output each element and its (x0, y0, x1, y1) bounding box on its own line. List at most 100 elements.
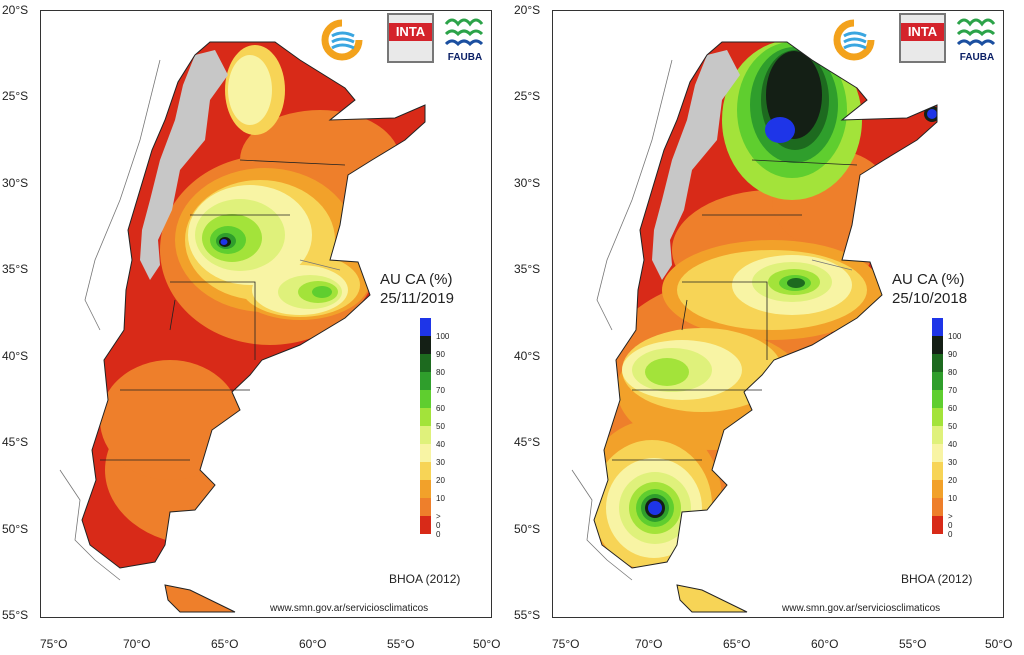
map-title: AU CA (%) (380, 271, 453, 288)
legend-label: 30 (948, 458, 957, 467)
lat-label: 50°S (514, 522, 541, 536)
legend-label: 80 (436, 368, 445, 377)
soil-water-map (59, 41, 426, 613)
lat-label: 35°S (514, 262, 541, 276)
legend-label: > 0 (436, 512, 441, 530)
legend-swatch (932, 462, 943, 480)
legend-swatch (932, 354, 943, 372)
legend-swatch (932, 498, 943, 516)
lon-label: 65°O (723, 637, 751, 651)
legend-label: 50 (436, 422, 445, 431)
legend-swatch (420, 516, 431, 534)
legend-label: 20 (436, 476, 445, 485)
legend-label: 60 (436, 404, 445, 413)
map-date: 25/10/2018 (892, 290, 968, 307)
legend-swatch (932, 408, 943, 426)
legend-label: 20 (948, 476, 957, 485)
legend-swatch (420, 408, 431, 426)
map-title-block: AU CA (%) 25/11/2019 (380, 270, 500, 308)
lat-label: 45°S (514, 435, 541, 449)
lat-label: 25°S (514, 89, 541, 103)
inta-logo-text: INTA (389, 23, 432, 41)
source-url: www.smn.gov.ar/serviciosclimaticos (782, 603, 941, 614)
legend-swatch (420, 318, 431, 336)
legend-label: 30 (436, 458, 445, 467)
legend-label: 90 (436, 350, 445, 359)
legend-label: 10 (436, 494, 445, 503)
lat-label: 55°S (2, 608, 29, 622)
lat-label: 35°S (2, 262, 29, 276)
soil-water-map (571, 41, 938, 613)
lat-label: 20°S (2, 3, 29, 17)
lon-label: 70°O (635, 637, 663, 651)
lat-label: 45°S (2, 435, 29, 449)
legend-swatch (932, 372, 943, 390)
lat-label: 50°S (2, 522, 29, 536)
lon-label: 60°O (811, 637, 839, 651)
fauba-logo-icon: FAUBA (440, 12, 490, 64)
map-panel-2019: 20°S 25°S 30°S 35°S 40°S 45°S 50°S 55°S … (2, 3, 500, 651)
legend-swatch (932, 390, 943, 408)
legend-label: 70 (436, 386, 445, 395)
legend-swatch (420, 336, 431, 354)
legend-swatch (420, 354, 431, 372)
lon-label: 65°O (211, 637, 239, 651)
fauba-logo-icon: FAUBA (952, 12, 1002, 64)
legend-label: 70 (948, 386, 957, 395)
lon-label: 60°O (299, 637, 327, 651)
lon-label: 55°O (387, 637, 415, 651)
legend-swatch (420, 462, 431, 480)
map-title-block: AU CA (%) 25/10/2018 (892, 270, 1012, 308)
argentina-map-2019 (59, 41, 426, 613)
model-source: BHOA (2012) (901, 572, 973, 586)
fauba-waves-icon (442, 14, 488, 50)
legend-label: 100 (436, 332, 450, 341)
legend-label: > 0 (948, 512, 953, 530)
inta-logo-icon: INTA (387, 13, 434, 63)
legend-label: 0 (436, 530, 441, 539)
legend-swatch (932, 318, 943, 336)
legend-swatch (420, 426, 431, 444)
map-date: 25/11/2019 (380, 290, 454, 307)
legend-label: 50 (948, 422, 957, 431)
fauba-logo-text: FAUBA (447, 52, 483, 63)
legend-label: 40 (948, 440, 957, 449)
argentina-map-2018 (571, 41, 938, 613)
legend-swatch (420, 372, 431, 390)
inta-logo-icon: INTA (899, 13, 946, 63)
legend-label: 100 (948, 332, 962, 341)
legend-swatch (420, 480, 431, 498)
legend-swatch (932, 426, 943, 444)
legend-label: 0 (948, 530, 953, 539)
fauba-waves-icon (954, 14, 1000, 50)
lat-label: 30°S (514, 176, 541, 190)
legend-swatch (932, 444, 943, 462)
lat-label: 25°S (2, 89, 29, 103)
legend-swatch (420, 390, 431, 408)
legend-label: 60 (948, 404, 957, 413)
map-title: AU CA (%) (892, 271, 965, 288)
lon-label: 75°O (552, 637, 580, 651)
source-url: www.smn.gov.ar/serviciosclimaticos (270, 603, 429, 614)
lat-label: 30°S (2, 176, 29, 190)
lat-label: 20°S (514, 3, 541, 17)
lat-label: 55°S (514, 608, 541, 622)
legend-swatch (420, 498, 431, 516)
lon-label: 55°O (899, 637, 927, 651)
legend-swatch (420, 444, 431, 462)
legend-swatch (932, 336, 943, 354)
lon-label: 50°O (985, 637, 1013, 651)
lon-label: 75°O (40, 637, 68, 651)
lon-label: 70°O (123, 637, 151, 651)
map-panel-2018: 20°S 25°S 30°S 35°S 40°S 45°S 50°S 55°S … (512, 0, 1024, 655)
circular-logo-icon (321, 19, 363, 61)
legend-label: 40 (436, 440, 445, 449)
legend-swatch (932, 516, 943, 534)
model-source: BHOA (2012) (389, 572, 461, 586)
lat-label: 40°S (2, 349, 29, 363)
legend-label: 90 (948, 350, 957, 359)
legend-label: 80 (948, 368, 957, 377)
legend-swatch (932, 480, 943, 498)
lat-label: 40°S (514, 349, 541, 363)
circular-logo-icon (833, 19, 875, 61)
